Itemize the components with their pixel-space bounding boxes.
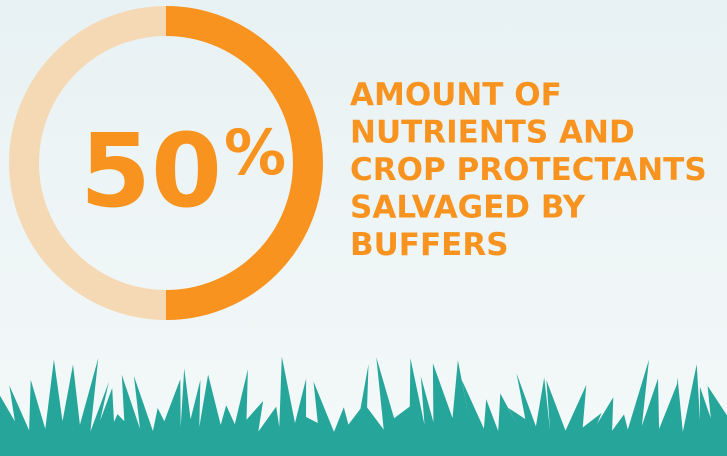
value-label: 50%: [80, 112, 286, 231]
description-line: BUFFERS: [350, 227, 509, 263]
description-line: SALVAGED BY: [350, 190, 586, 226]
description-line: NUTRIENTS AND: [350, 115, 635, 151]
description-line: CROP PROTECTANTS: [350, 152, 707, 188]
donut-segment: [165, 6, 323, 320]
grass: [0, 356, 727, 456]
donut-chart: 50%: [9, 6, 323, 320]
description-line: AMOUNT OF: [350, 77, 562, 113]
